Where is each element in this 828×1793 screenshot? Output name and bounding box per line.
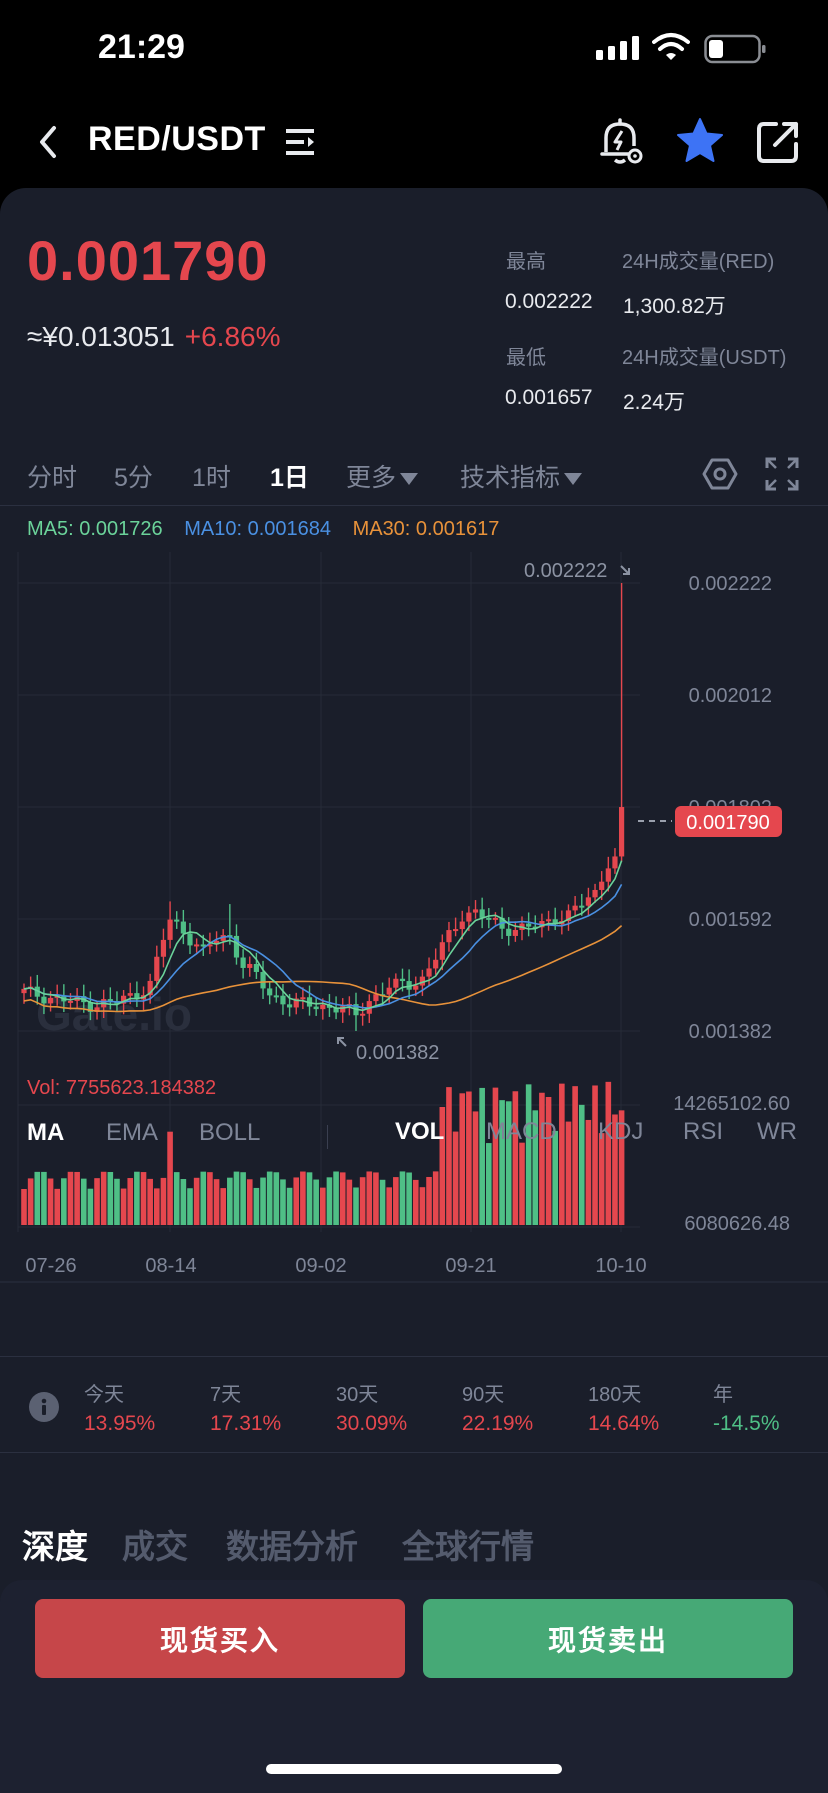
cny-price: ≈¥0.013051 +6.86%	[27, 321, 280, 353]
ma30-legend: MA30: 0.001617	[352, 518, 500, 540]
perf-label: 7天	[210, 1384, 242, 1406]
price-alert-icon[interactable]	[596, 116, 644, 166]
vol-base-value: 1,300.82万	[623, 295, 726, 318]
tab-depth[interactable]: 深度	[22, 1528, 88, 1565]
perf-value: 17.31%	[210, 1412, 282, 1435]
perf-value: 30.09%	[336, 1412, 408, 1435]
info-icon[interactable]	[29, 1392, 59, 1422]
perf-label: 今天	[84, 1384, 124, 1406]
tab-trades[interactable]: 成交	[122, 1528, 188, 1565]
signal-icon	[596, 36, 639, 60]
tab-data-analysis[interactable]: 数据分析	[226, 1528, 358, 1565]
perf-value: 13.95%	[84, 1412, 156, 1435]
indicator-rsi[interactable]: RSI	[683, 1118, 724, 1145]
indicator-separator	[327, 1125, 328, 1149]
ma10-legend: MA10: 0.001684	[184, 518, 331, 540]
share-icon[interactable]	[754, 118, 802, 166]
perf-label: 年	[713, 1384, 733, 1406]
perf-value: 22.19%	[462, 1412, 534, 1435]
indicator-ma[interactable]: MA	[27, 1119, 65, 1146]
indicator-macd[interactable]: MACD	[486, 1118, 557, 1145]
perf-value: -14.5%	[713, 1412, 780, 1435]
perf-value: 14.64%	[588, 1412, 660, 1435]
timeframe-1d[interactable]: 1日	[270, 464, 309, 492]
last-price: 0.001790	[27, 229, 269, 292]
fullscreen-icon[interactable]	[764, 456, 800, 492]
divider	[0, 505, 828, 506]
tab-global-market[interactable]: 全球行情	[402, 1528, 534, 1565]
timeframe-1h[interactable]: 1时	[192, 464, 231, 492]
wifi-icon	[652, 33, 690, 60]
pair-menu-icon[interactable]	[284, 126, 318, 158]
perf-label: 30天	[336, 1384, 379, 1406]
vol-quote-value: 2.24万	[623, 391, 685, 414]
spot-sell-button[interactable]: 现货卖出	[423, 1599, 793, 1678]
indicator-vol[interactable]: VOL	[395, 1118, 445, 1145]
perf-label: 90天	[462, 1384, 505, 1406]
vol-quote-label: 24H成交量(USDT)	[622, 347, 787, 369]
tech-indicators[interactable]: 技术指标	[460, 458, 583, 494]
ma5-legend: MA5: 0.001726	[27, 518, 163, 540]
high-label: 最高	[506, 251, 546, 273]
high-value: 0.002222	[505, 290, 593, 313]
spot-buy-button[interactable]: 现货买入	[35, 1599, 405, 1678]
divider	[0, 1356, 828, 1357]
price-change: +6.86%	[184, 321, 281, 352]
timeframe-1[interactable]: 分时	[27, 464, 78, 492]
battery-icon	[704, 34, 766, 64]
favorite-star-icon[interactable]	[674, 116, 726, 166]
status-time: 21:29	[98, 28, 185, 66]
low-label: 最低	[506, 347, 546, 369]
timeframe-5m[interactable]: 5分	[114, 464, 153, 492]
ma-legend: MA5: 0.001726 MA10: 0.001684 MA30: 0.001…	[27, 518, 499, 541]
back-icon[interactable]	[30, 120, 66, 164]
indicator-ema[interactable]: EMA	[106, 1119, 159, 1146]
low-value: 0.001657	[505, 386, 593, 409]
vol-base-label: 24H成交量(RED)	[622, 251, 775, 273]
caret-down-icon	[400, 473, 419, 486]
indicator-wr[interactable]: WR	[757, 1118, 797, 1145]
pair-title[interactable]: RED/USDT	[88, 120, 266, 158]
home-indicator[interactable]	[266, 1764, 562, 1774]
status-bar: 21:29	[0, 0, 828, 100]
perf-label: 180天	[588, 1384, 642, 1406]
indicator-kdj[interactable]: KDJ	[598, 1118, 644, 1145]
more-timeframes[interactable]: 更多	[346, 458, 419, 494]
more-label: 更多	[346, 464, 397, 492]
cny-approx: ≈¥0.013051	[27, 321, 175, 352]
indicator-boll[interactable]: BOLL	[199, 1119, 261, 1146]
chart-settings-icon[interactable]	[702, 456, 738, 492]
caret-down-icon	[564, 473, 583, 486]
divider	[0, 1452, 828, 1453]
tech-indicators-label: 技术指标	[460, 464, 561, 492]
header-bar: RED/USDT	[0, 100, 828, 188]
